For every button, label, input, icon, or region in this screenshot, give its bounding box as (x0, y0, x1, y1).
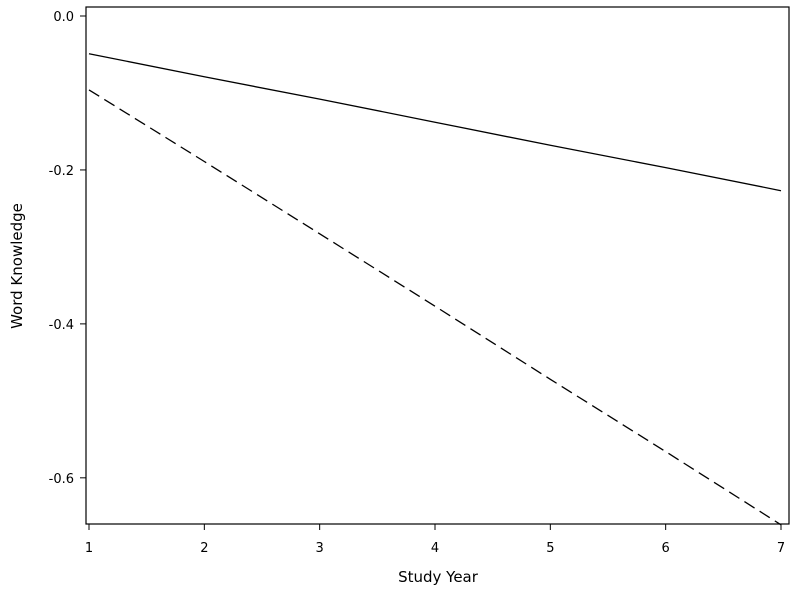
y-axis-title: Word Knowledge (8, 203, 26, 329)
y-tick-label: -0.6 (49, 472, 74, 487)
x-tick-label: 5 (546, 541, 554, 556)
x-tick-label: 2 (200, 541, 208, 556)
y-axis-ticks: 0.0 -0.2 -0.4 -0.6 (49, 10, 86, 487)
y-tick-label: 0.0 (53, 10, 74, 25)
x-tick-label: 4 (431, 541, 439, 556)
y-tick-label: -0.2 (49, 164, 74, 179)
x-axis-title: Study Year (398, 568, 479, 586)
series-line-solid (88, 53, 782, 192)
x-tick-label: 3 (316, 541, 324, 556)
x-axis-ticks: 1 2 3 4 5 6 7 (85, 524, 785, 556)
series-layer (88, 53, 782, 526)
plot-area-frame (85, 6, 790, 525)
x-tick-label: 6 (662, 541, 670, 556)
series-line-dashed (88, 89, 782, 526)
x-tick-label: 1 (85, 541, 93, 556)
y-tick-label: -0.4 (49, 318, 74, 333)
x-tick-label: 7 (777, 541, 785, 556)
